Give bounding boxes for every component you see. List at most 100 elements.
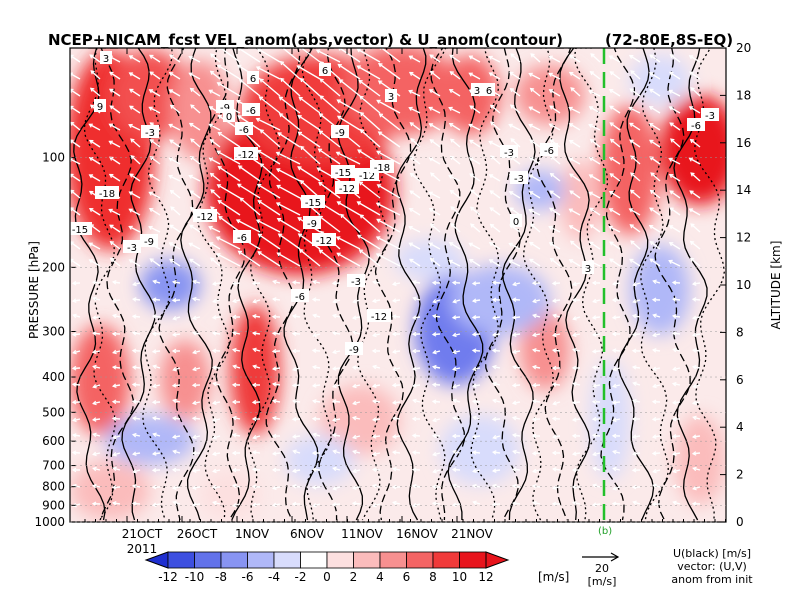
vector-arrowhead (690, 86, 695, 92)
contour-line (654, 48, 691, 521)
vector-arrowhead (311, 467, 317, 472)
vector-arrow (669, 207, 681, 216)
vector-arrow (509, 242, 521, 250)
vector-arrowhead (331, 399, 337, 404)
vector-arrowhead (411, 366, 417, 372)
contour-negative (83, 48, 116, 521)
vector-arrowhead (491, 297, 497, 303)
vector-arrow (452, 503, 461, 506)
vector-arrowhead (531, 416, 537, 422)
vector-arrow (278, 96, 301, 114)
contour-negative (247, 48, 280, 521)
vector-arrowhead (671, 451, 677, 457)
contour-label-bg (234, 147, 258, 160)
vector-arrowhead (311, 297, 317, 302)
contour-label: 3 (388, 92, 394, 103)
vector-arrowhead (128, 191, 134, 196)
vector-arrow (408, 226, 421, 233)
vector-arrowhead (609, 71, 614, 76)
vector-arrowhead (632, 381, 637, 387)
vector-arrowhead (489, 104, 495, 109)
vector-arrow (692, 282, 701, 285)
colorbar-tick-label: 10 (452, 570, 467, 584)
vector-arrowhead (431, 332, 437, 337)
vector-arrowhead (277, 132, 282, 137)
vector-arrowhead (257, 200, 262, 205)
vector-arrowhead (588, 191, 593, 196)
vector-arrow (210, 139, 221, 148)
vector-arrow (589, 224, 601, 233)
vector-arrowhead (629, 122, 634, 127)
vector-arrowhead (470, 223, 475, 228)
vector-arrowhead (169, 258, 174, 263)
vector-arrowhead (109, 88, 114, 93)
vector-arrowhead (111, 280, 117, 285)
vector-arrow (409, 258, 421, 267)
contour-label: -6 (237, 233, 247, 244)
vector-arrowhead (211, 331, 217, 336)
vector-arrow (408, 107, 421, 114)
vector-arrow (649, 123, 661, 131)
vector-arrowhead (92, 432, 97, 438)
vector-arrowhead (691, 332, 697, 338)
vector-arrowhead (351, 415, 357, 421)
vector-arrowhead (171, 434, 177, 440)
vector-arrow (132, 433, 141, 437)
vector-arrowhead (571, 484, 577, 490)
vector-arrowhead (671, 484, 677, 489)
vector-arrowhead (672, 500, 677, 506)
vector-arrow (130, 155, 141, 165)
vector-arrow (408, 90, 421, 97)
vector-arrowhead (651, 399, 657, 405)
y2-tick-label: 20 (736, 41, 751, 55)
vector-arrowhead (356, 201, 362, 206)
colorbar-extend-right (485, 551, 510, 569)
vector-arrowhead (92, 296, 97, 302)
vector-arrowhead (376, 218, 381, 223)
vector-arrowhead (375, 253, 381, 258)
vector-arrowhead (169, 224, 174, 229)
vector-arrow (470, 189, 481, 199)
vector-arrow (300, 48, 321, 63)
vector-arrowhead (378, 113, 384, 118)
vector-arrow (93, 365, 101, 369)
vector-arrowhead (109, 105, 114, 110)
vector-arrowhead (631, 484, 637, 490)
vector-arrowhead (649, 240, 654, 246)
vector-arrow (333, 384, 341, 388)
vector-arrow (109, 140, 121, 148)
vector-arrowhead (331, 502, 337, 507)
vector-arrow (193, 435, 201, 439)
vector-arrowhead (128, 259, 134, 264)
vector-arrow (650, 172, 661, 182)
vector-arrow (170, 190, 181, 199)
vector-arrow (490, 104, 501, 114)
vector-arrowhead (569, 173, 574, 178)
colorbar-unit: [m/s] (538, 570, 569, 584)
vector-arrowhead (491, 416, 497, 422)
vector-arrowhead (408, 225, 413, 231)
contour-label: -3 (351, 277, 361, 288)
vector-arrowhead (275, 168, 281, 173)
vector-arrow (189, 122, 201, 131)
vector-arrowhead (71, 365, 77, 371)
vector-arrow (429, 89, 441, 97)
vector-arrowhead (211, 365, 217, 370)
contour-label-bg (385, 89, 397, 102)
vector-arrowhead (311, 485, 317, 490)
vector-arrow (689, 106, 701, 114)
vector-arrowhead (215, 253, 221, 258)
vector-arrow (429, 208, 441, 216)
vector-arrowhead (331, 366, 337, 371)
vector-arrow (93, 332, 101, 335)
vector-arrow (489, 72, 501, 80)
vector-arrowhead (431, 280, 437, 286)
vector-arrowhead (378, 63, 383, 68)
vector-arrowhead (452, 366, 457, 372)
y2-tick-label: 12 (736, 231, 751, 245)
vector-arrowhead (151, 349, 157, 354)
vector-arrowhead (217, 199, 222, 205)
vector-arrow (450, 138, 461, 148)
contour-label-bg (483, 83, 495, 96)
vector-arrowhead (351, 485, 357, 490)
